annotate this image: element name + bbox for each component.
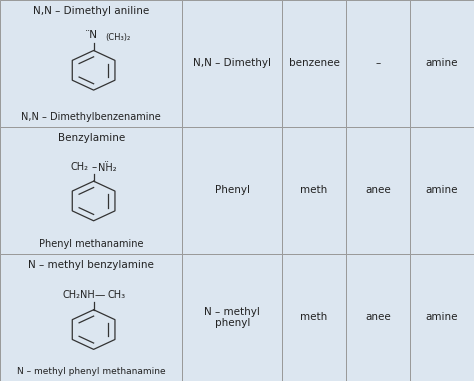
- Text: amine: amine: [426, 312, 458, 322]
- Text: –: –: [375, 58, 381, 69]
- FancyBboxPatch shape: [182, 127, 282, 254]
- Text: CH₂: CH₂: [71, 162, 88, 172]
- Text: Phenyl methanamine: Phenyl methanamine: [39, 239, 144, 249]
- Text: meth: meth: [301, 185, 328, 195]
- FancyBboxPatch shape: [346, 254, 410, 381]
- FancyBboxPatch shape: [346, 127, 410, 254]
- FancyBboxPatch shape: [282, 254, 346, 381]
- FancyBboxPatch shape: [182, 254, 282, 381]
- Text: CH₂NH: CH₂NH: [62, 290, 95, 300]
- Text: N – methyl phenyl methanamine: N – methyl phenyl methanamine: [17, 367, 165, 376]
- FancyBboxPatch shape: [410, 254, 474, 381]
- Text: N,N – Dimethyl: N,N – Dimethyl: [193, 58, 271, 69]
- Text: NH₂: NH₂: [98, 163, 116, 173]
- FancyBboxPatch shape: [0, 127, 182, 254]
- Text: amine: amine: [426, 58, 458, 69]
- FancyBboxPatch shape: [410, 0, 474, 127]
- FancyBboxPatch shape: [346, 0, 410, 127]
- Text: CH₃: CH₃: [107, 290, 126, 300]
- Text: N,N – Dimethyl aniline: N,N – Dimethyl aniline: [33, 6, 149, 16]
- Text: amine: amine: [426, 185, 458, 195]
- FancyBboxPatch shape: [282, 0, 346, 127]
- Text: aneе: aneе: [365, 312, 391, 322]
- FancyBboxPatch shape: [0, 0, 182, 127]
- Text: N,N – Dimethylbenzenamine: N,N – Dimethylbenzenamine: [21, 112, 161, 122]
- Text: —: —: [94, 290, 104, 300]
- Text: ¨N: ¨N: [85, 30, 98, 40]
- FancyBboxPatch shape: [182, 0, 282, 127]
- Text: benzeneе: benzeneе: [289, 58, 339, 69]
- FancyBboxPatch shape: [282, 127, 346, 254]
- Text: Benzylamine: Benzylamine: [58, 133, 125, 143]
- Text: N – methyl
phenyl: N – methyl phenyl: [204, 307, 260, 328]
- Text: (CH₃)₂: (CH₃)₂: [105, 33, 130, 42]
- Text: Phenyl: Phenyl: [215, 185, 250, 195]
- FancyBboxPatch shape: [0, 254, 182, 381]
- FancyBboxPatch shape: [410, 127, 474, 254]
- Text: aneе: aneе: [365, 185, 391, 195]
- Text: ¨: ¨: [104, 161, 109, 171]
- Text: –: –: [92, 162, 97, 172]
- Text: meth: meth: [301, 312, 328, 322]
- Text: N – methyl benzylamine: N – methyl benzylamine: [28, 260, 154, 270]
